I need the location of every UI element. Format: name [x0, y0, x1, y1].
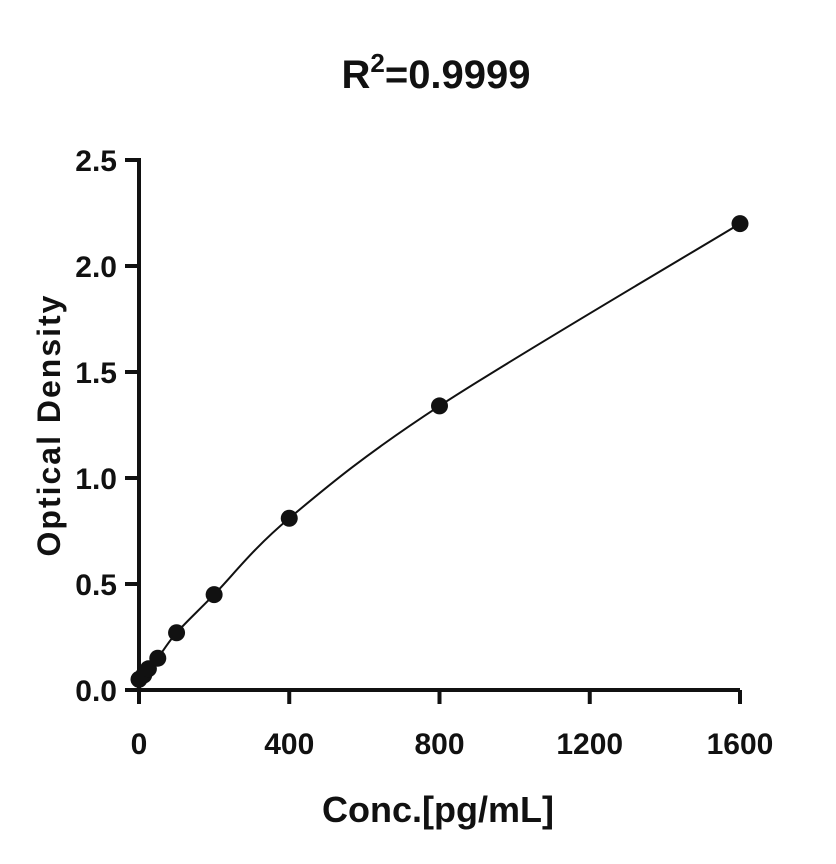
x-tick-label: 800	[414, 728, 464, 761]
x-tick-label: 1600	[707, 728, 774, 761]
y-tick-label: 0.5	[75, 569, 117, 602]
data-point	[431, 397, 448, 415]
data-point	[168, 624, 186, 642]
x-axis-label: Conc.[pg/mL]	[322, 789, 554, 830]
y-tick-label: 2.5	[75, 145, 117, 178]
y-tick-label: 1.5	[75, 357, 117, 390]
y-tick-label: 0.0	[75, 675, 117, 708]
data-point	[280, 509, 298, 527]
y-axis-label: Optical Density	[31, 294, 67, 557]
chart-title: R2=0.9999	[341, 48, 530, 97]
data-point	[205, 586, 223, 604]
fit-curve-line	[138, 222, 741, 681]
x-tick-label: 400	[264, 728, 314, 761]
y-tick-label: 1.0	[75, 463, 117, 496]
y-tick-label: 2.0	[75, 251, 117, 284]
x-tick-label: 1200	[556, 728, 623, 761]
data-point	[731, 215, 749, 233]
data-point	[149, 649, 167, 667]
x-tick-label: 0	[131, 728, 148, 761]
plot-area: 0.0 0.5 1.0 1.5 2.0 2.5 0 400 800 1200 1600	[75, 145, 773, 761]
